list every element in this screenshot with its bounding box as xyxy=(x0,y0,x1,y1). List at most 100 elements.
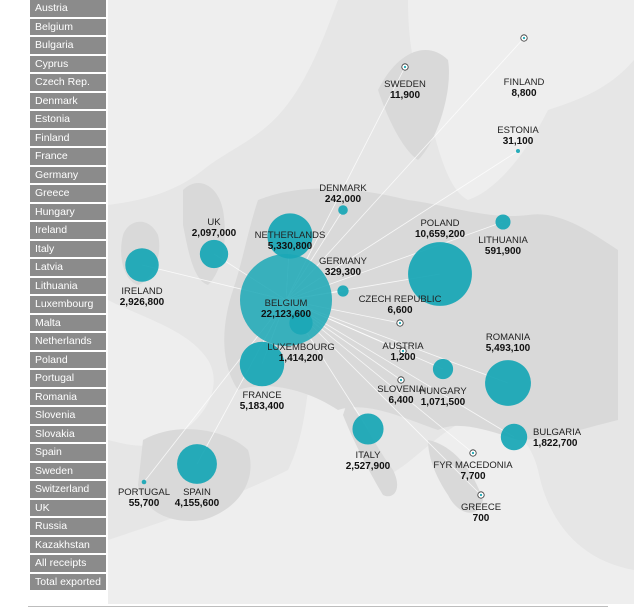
bubble[interactable] xyxy=(408,242,472,306)
menu-item[interactable]: Kazakhstan xyxy=(30,536,106,553)
menu-item[interactable]: Ireland xyxy=(30,222,106,239)
bubble[interactable] xyxy=(125,248,159,282)
menu-item[interactable]: Switzerland xyxy=(30,481,106,498)
menu-item[interactable]: Denmark xyxy=(30,92,106,109)
menu-item[interactable]: Germany xyxy=(30,166,106,183)
country-name: SLOVENIA xyxy=(377,384,425,395)
country-name: FRANCE xyxy=(242,390,281,401)
country-name: POLAND xyxy=(420,218,459,229)
sea-areas xyxy=(108,0,634,604)
country-value: 31,100 xyxy=(503,136,534,147)
country-name: DENMARK xyxy=(319,183,367,194)
menu-item[interactable]: Total exported xyxy=(30,573,106,590)
menu-item[interactable]: France xyxy=(30,148,106,165)
country-value: 1,071,500 xyxy=(421,397,466,408)
menu-item[interactable]: Portugal xyxy=(30,370,106,387)
country-value: 2,097,000 xyxy=(192,228,237,239)
country-value: 7,700 xyxy=(460,471,485,482)
menu-item[interactable]: UK xyxy=(30,499,106,516)
country-name: CZECH REPUBLIC xyxy=(359,294,442,305)
country-name: HUNGARY xyxy=(419,386,467,397)
bubble[interactable] xyxy=(432,358,454,380)
country-name: PORTUGAL xyxy=(118,487,170,498)
bubbles xyxy=(125,34,531,499)
menu-item[interactable]: Finland xyxy=(30,129,106,146)
menu-item[interactable]: Sweden xyxy=(30,462,106,479)
menu-item[interactable]: Malta xyxy=(30,314,106,331)
country-name: LITHUANIA xyxy=(478,235,528,246)
bubble[interactable] xyxy=(239,341,285,387)
country-name: SWEDEN xyxy=(384,79,426,90)
country-value: 10,659,200 xyxy=(415,229,465,240)
country-value: 1,822,700 xyxy=(533,438,578,449)
bubble-dot xyxy=(399,378,403,382)
menu-item[interactable]: Austria xyxy=(30,0,106,17)
country-name: IRELAND xyxy=(121,286,162,297)
bubble[interactable] xyxy=(485,360,531,406)
bubble[interactable] xyxy=(495,214,511,230)
country-value: 4,155,600 xyxy=(175,498,220,509)
country-name: BELGIUM xyxy=(265,298,308,309)
country-name: LUXEMBOURG xyxy=(267,342,335,353)
country-name: FINLAND xyxy=(504,77,545,88)
bottom-divider xyxy=(28,606,608,607)
bubble[interactable] xyxy=(267,213,313,259)
menu-item[interactable]: Netherlands xyxy=(30,333,106,350)
menu-item[interactable]: Belgium xyxy=(30,18,106,35)
menu-item[interactable]: Slovakia xyxy=(30,425,106,442)
menu-item[interactable]: Latvia xyxy=(30,259,106,276)
country-value: 242,000 xyxy=(325,194,362,205)
bubble[interactable] xyxy=(338,205,348,215)
country-value: 6,600 xyxy=(387,305,412,316)
country-name: UK xyxy=(207,217,221,228)
bubble-dot xyxy=(471,451,475,455)
country-value: 22,123,600 xyxy=(261,309,311,320)
country-menu: Austria Belgium Bulgaria Cyprus Czech Rep. De… xyxy=(30,0,106,592)
bubble[interactable] xyxy=(177,444,217,484)
bubble-dot xyxy=(398,321,402,325)
bubble[interactable] xyxy=(141,479,147,485)
country-name: ITALY xyxy=(356,450,382,461)
menu-item[interactable]: Luxembourg xyxy=(30,296,106,313)
country-value: 1,200 xyxy=(390,352,415,363)
bubble[interactable] xyxy=(500,423,528,451)
menu-item[interactable]: Slovenia xyxy=(30,407,106,424)
menu-item[interactable]: Cyprus xyxy=(30,55,106,72)
country-name: ESTONIA xyxy=(497,125,539,136)
bubble[interactable] xyxy=(289,311,313,335)
menu-item[interactable]: Romania xyxy=(30,388,106,405)
country-value: 11,900 xyxy=(390,90,420,101)
menu-item[interactable]: All receipts xyxy=(30,555,106,572)
menu-item[interactable]: Lithuania xyxy=(30,277,106,294)
country-value: 55,700 xyxy=(129,498,160,509)
country-value: 8,800 xyxy=(511,88,536,99)
country-name: AUSTRIA xyxy=(382,341,424,352)
menu-item[interactable]: Italy xyxy=(30,240,106,257)
bubble-dot xyxy=(522,36,526,40)
country-value: 5,330,800 xyxy=(268,241,313,252)
bubble-dot xyxy=(479,493,483,497)
bubble-dot xyxy=(401,349,405,353)
country-name: BULGARIA xyxy=(533,427,582,438)
menu-item[interactable]: Czech Rep. xyxy=(30,74,106,91)
menu-item[interactable]: Greece xyxy=(30,185,106,202)
menu-item[interactable]: Hungary xyxy=(30,203,106,220)
bubble[interactable] xyxy=(516,149,520,153)
country-value: 6,400 xyxy=(388,395,413,406)
bubble[interactable] xyxy=(199,239,229,269)
country-value: 329,300 xyxy=(325,267,362,278)
country-value: 5,493,100 xyxy=(486,343,531,354)
menu-item[interactable]: Estonia xyxy=(30,111,106,128)
country-name: NETHERLANDS xyxy=(255,230,326,241)
bubble[interactable] xyxy=(352,413,384,445)
menu-item[interactable]: Russia xyxy=(30,518,106,535)
country-value: 1,414,200 xyxy=(279,353,324,364)
country-value: 2,527,900 xyxy=(346,461,391,472)
country-value: 700 xyxy=(473,513,490,524)
menu-item[interactable]: Poland xyxy=(30,351,106,368)
bubble[interactable] xyxy=(337,285,349,297)
country-value: 2,926,800 xyxy=(120,297,165,308)
menu-item[interactable]: Bulgaria xyxy=(30,37,106,54)
menu-item[interactable]: Spain xyxy=(30,444,106,461)
